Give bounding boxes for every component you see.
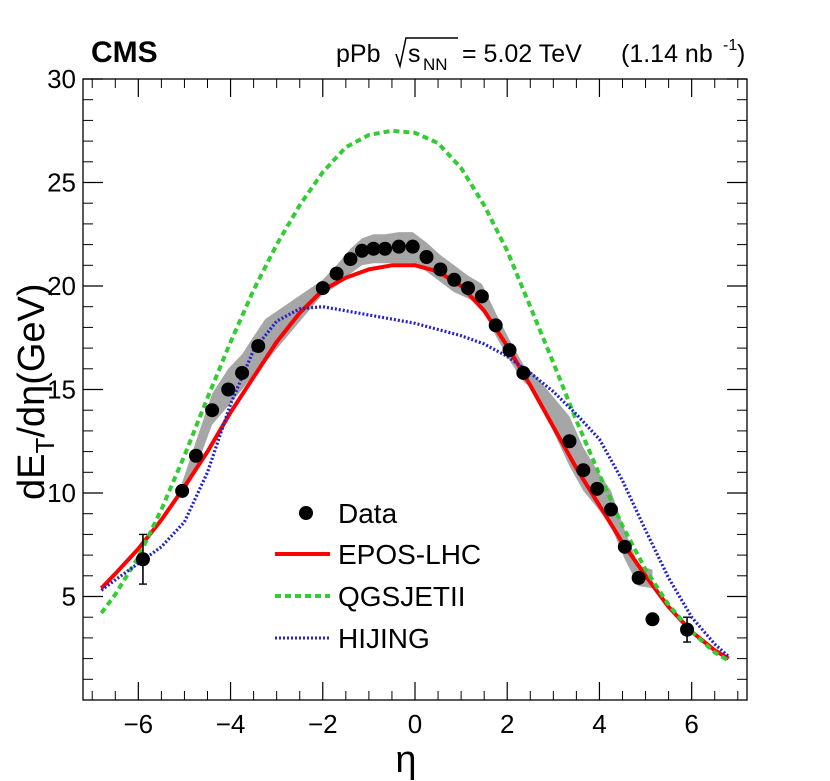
data-point — [205, 403, 220, 418]
data-point — [329, 266, 344, 281]
data-point — [188, 448, 203, 463]
data-point — [516, 365, 531, 380]
data-point — [221, 382, 236, 397]
series-line-hijing — [100, 305, 730, 658]
y-axis-label-main: dE — [11, 454, 53, 500]
legend: Data EPOS-LHC QGSJETII HIJING — [275, 498, 481, 654]
y-axis-label: dET/dη(GeV) — [11, 283, 60, 500]
lumi-label: (1.14 nb — [621, 40, 713, 68]
systematic-band — [182, 232, 653, 589]
legend-marker-data — [299, 506, 313, 520]
data-point — [488, 318, 503, 333]
data-point — [235, 365, 250, 380]
axis-ticks — [83, 78, 747, 700]
series-line-qgsjetii — [99, 128, 730, 663]
data-point — [447, 272, 462, 287]
sqrt-s-sub: NN — [423, 55, 448, 74]
x-tick-label: 4 — [592, 709, 606, 739]
lumi-exponent: -1 — [723, 37, 737, 54]
x-tick-label: 6 — [684, 709, 698, 739]
lumi-close: ) — [737, 40, 745, 68]
collision-info: pPb s NN = 5.02 TeV (1.14 nb -1 ) — [336, 37, 745, 74]
x-tick-label: 2 — [500, 709, 514, 739]
data-point — [135, 552, 150, 567]
data-point — [366, 241, 381, 256]
data-point — [354, 243, 369, 258]
x-tick-labels: −6 −4 −2 0 2 4 6 — [124, 709, 699, 739]
data-point — [474, 289, 489, 304]
data-point — [378, 241, 393, 256]
y-axis-label-rest: /dη(GeV) — [11, 283, 53, 437]
data-point — [680, 622, 695, 637]
y-tick-label: 30 — [47, 64, 76, 94]
data-point — [590, 481, 605, 496]
data-point — [631, 570, 646, 585]
data-point — [405, 239, 420, 254]
x-axis-label: η — [395, 739, 416, 781]
data-point — [617, 539, 632, 554]
x-tick-label: −2 — [308, 709, 338, 739]
legend-label-data: Data — [338, 498, 398, 529]
system-label: pPb — [336, 40, 380, 68]
legend-label-epos: EPOS-LHC — [338, 539, 481, 570]
legend-label-hijing: HIJING — [338, 623, 430, 654]
data-point — [461, 281, 476, 296]
experiment-label: CMS — [91, 36, 158, 69]
y-tick-label: 20 — [47, 271, 76, 301]
data-point — [603, 502, 618, 517]
sqrt-sign — [395, 37, 458, 69]
y-tick-labels: 5 10 15 20 25 30 — [47, 64, 76, 612]
data-point — [562, 434, 577, 449]
data-point — [433, 262, 448, 277]
x-tick-label: 0 — [408, 709, 422, 739]
y-tick-label: 25 — [47, 168, 76, 198]
legend-label-qgsjet: QGSJETII — [338, 581, 466, 612]
data-point — [251, 339, 266, 354]
y-tick-label: 15 — [47, 375, 76, 405]
plot-area — [99, 128, 730, 663]
data-point — [315, 281, 330, 296]
data-point — [175, 483, 190, 498]
data-point — [502, 343, 517, 358]
x-tick-label: −4 — [216, 709, 246, 739]
sqrt-s-label: s — [408, 40, 421, 68]
x-tick-label: −6 — [124, 709, 154, 739]
y-tick-label: 5 — [62, 582, 76, 612]
data-point — [645, 612, 660, 627]
data-point — [343, 252, 358, 267]
data-point — [419, 250, 434, 265]
y-tick-label: 10 — [47, 478, 76, 508]
data-point — [576, 463, 591, 478]
data-point — [391, 239, 406, 254]
y-axis-label-sub: T — [30, 438, 60, 454]
series-line-epos-lhc — [99, 263, 730, 661]
energy-label: = 5.02 TeV — [462, 40, 582, 68]
